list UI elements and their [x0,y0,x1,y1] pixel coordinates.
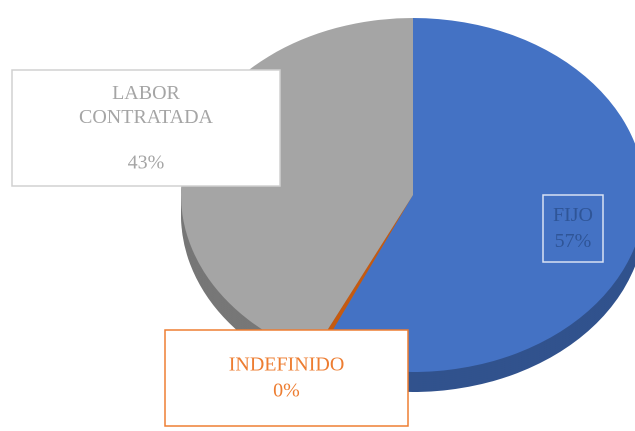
label-category: FIJO [553,204,593,226]
label-value: 43% [128,152,165,174]
label-box [164,329,409,427]
label-word: LABOR [112,82,180,104]
slice [317,18,635,372]
label-category: LABOR CONTRATADA [79,82,214,128]
label-box [11,69,281,187]
label-value: 57% [555,230,592,252]
labels: FIJO 57% INDEFINIDO 0% LABOR CONTRATADA 43% [11,69,604,427]
label-box [542,194,604,263]
label-word: CONTRATADA [79,106,214,128]
label-category: INDEFINIDO [229,354,345,376]
label-value: 0% [273,380,300,402]
slice [311,195,413,357]
